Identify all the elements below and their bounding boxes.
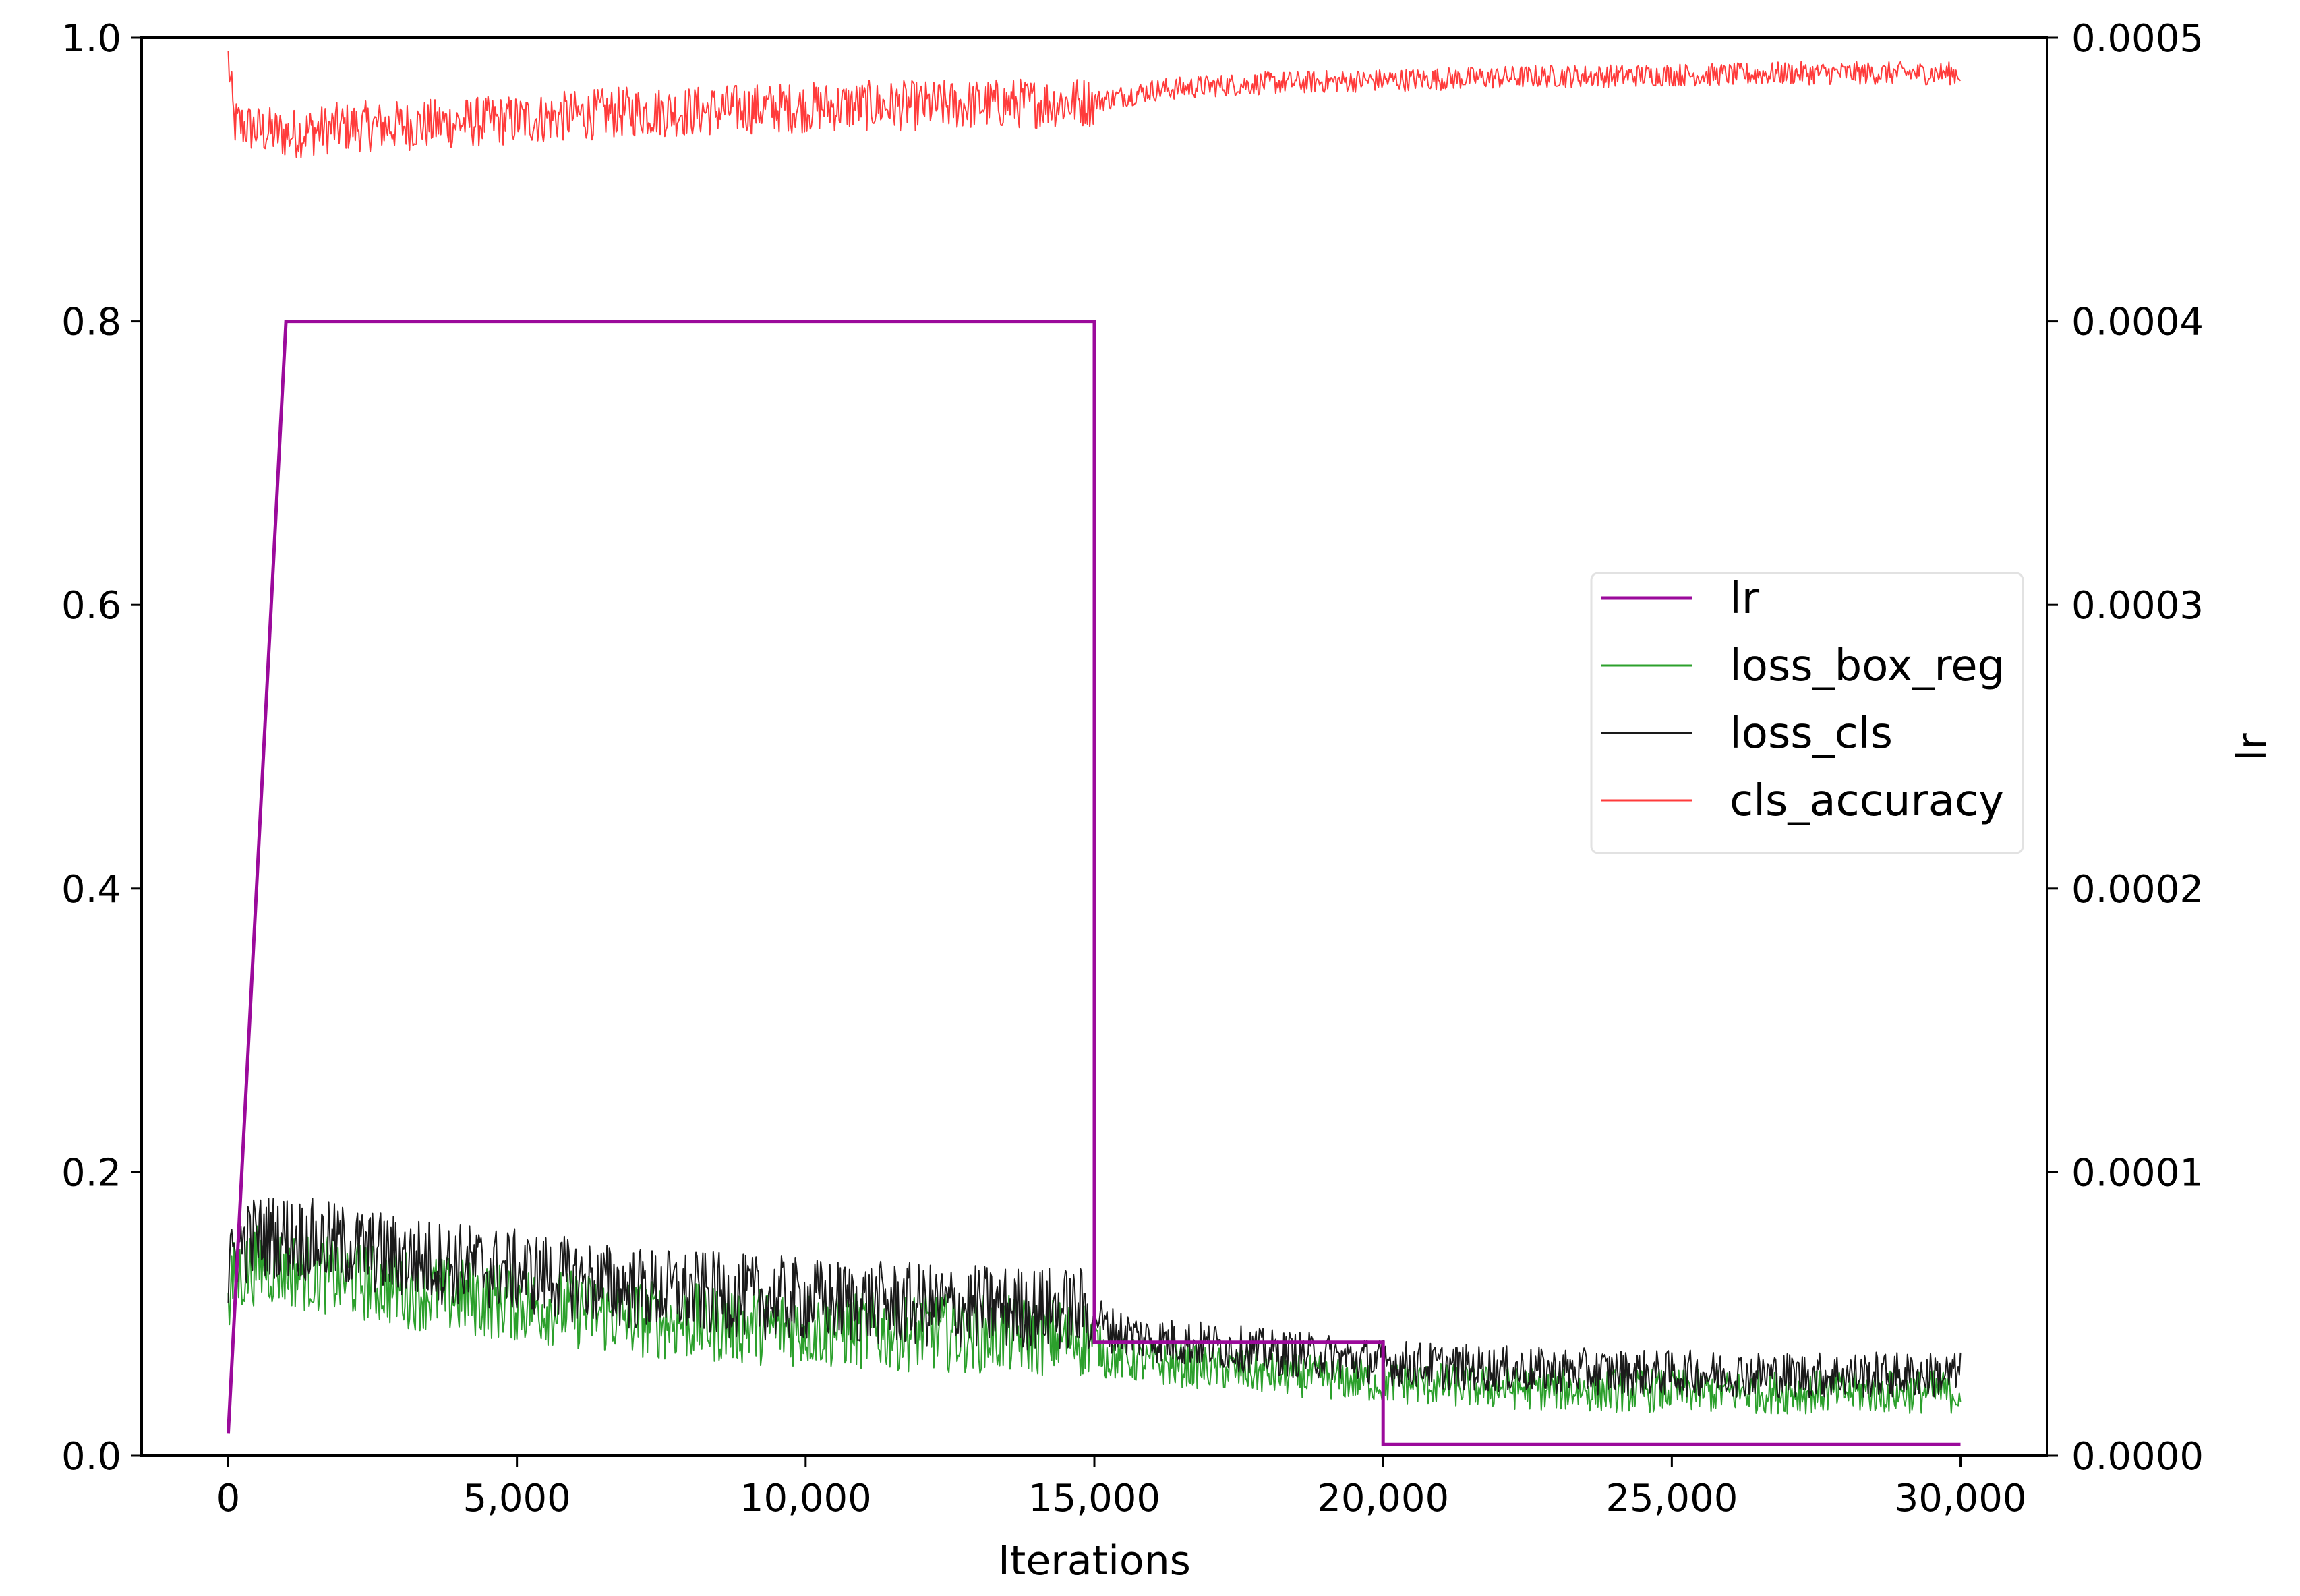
y-left-tick-label: 0.8 (61, 301, 121, 345)
series-layer (227, 51, 1962, 1446)
x-tick-label: 0 (216, 1477, 241, 1520)
x-axis-label: Iterations (998, 1537, 1191, 1585)
x-tick-label: 5,000 (463, 1477, 570, 1520)
x-tick-label: 20,000 (1317, 1477, 1449, 1520)
y-left-tick-label: 0.6 (61, 584, 121, 628)
legend-box (1590, 572, 2024, 854)
y-left-tick-label: 0.4 (61, 868, 121, 912)
right-axis-label: lr (2229, 733, 2276, 761)
legend: lr loss_box_reg loss_cls cls_accuracy (1590, 572, 2024, 854)
legend-label-cls-accuracy: cls_accuracy (1730, 776, 2004, 826)
y-right-tick-label: 0.0003 (2071, 584, 2204, 628)
x-tick-label: 15,000 (1028, 1477, 1160, 1520)
x-tick-label: 30,000 (1895, 1477, 2027, 1520)
x-tick-label: 10,000 (740, 1477, 872, 1520)
ticks-layer: 0 5,000 10,000 15,000 20,000 25,000 30,0000.00… (61, 17, 2204, 1520)
y-right-tick-label: 0.0004 (2071, 301, 2204, 345)
series-line-cls-accuracy (227, 51, 1962, 158)
y-left-tick-label: 0.0 (61, 1435, 121, 1479)
y-right-tick-label: 0.0002 (2071, 868, 2204, 912)
legend-label-loss-cls: loss_cls (1730, 709, 1893, 759)
x-tick-label: 25,000 (1605, 1477, 1738, 1520)
y-left-tick-label: 0.2 (61, 1151, 121, 1195)
legend-label-loss-box-reg: loss_box_reg (1730, 641, 2005, 691)
y-right-tick-label: 0.0001 (2071, 1151, 2204, 1195)
y-right-tick-label: 0.0005 (2071, 17, 2204, 61)
y-right-tick-label: 0.0000 (2071, 1435, 2204, 1479)
legend-label-lr: lr (1730, 574, 1760, 624)
series-line-lr (227, 320, 1961, 1446)
y-left-tick-label: 1.0 (61, 17, 121, 61)
